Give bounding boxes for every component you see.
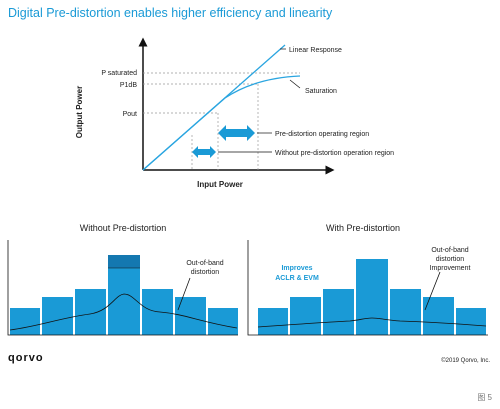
panel-title: Without Pre-distortion bbox=[80, 223, 167, 233]
level: Pout bbox=[123, 111, 137, 118]
title: Digital Pre-distortion enables higher ef… bbox=[8, 6, 333, 20]
level: P saturated bbox=[101, 70, 137, 77]
note: Out-of-band bbox=[186, 260, 223, 267]
logo: qorvo bbox=[8, 352, 44, 364]
note: Out-of-band bbox=[431, 247, 468, 254]
note: Improvement bbox=[430, 265, 471, 272]
curve-label: Saturation bbox=[305, 88, 337, 95]
note: ACLR & EVM bbox=[275, 275, 319, 282]
region-label: Pre-distortion operating region bbox=[275, 131, 369, 138]
level: P1dB bbox=[120, 82, 137, 89]
caption: 图 5 bbox=[477, 393, 492, 402]
curve-label: Linear Response bbox=[289, 47, 342, 54]
panel-title: With Pre-distortion bbox=[326, 223, 400, 233]
saturation-curve bbox=[142, 75, 301, 171]
note: Improves bbox=[281, 265, 312, 272]
copyright: ©2019 Qorvo, Inc. bbox=[441, 357, 490, 364]
note: distortion bbox=[436, 256, 465, 263]
note: distortion bbox=[191, 269, 220, 276]
x-label: Input Power bbox=[197, 180, 243, 189]
y-label: Output Power bbox=[75, 86, 84, 138]
region-label: Without pre-distortion operation region bbox=[275, 150, 394, 157]
